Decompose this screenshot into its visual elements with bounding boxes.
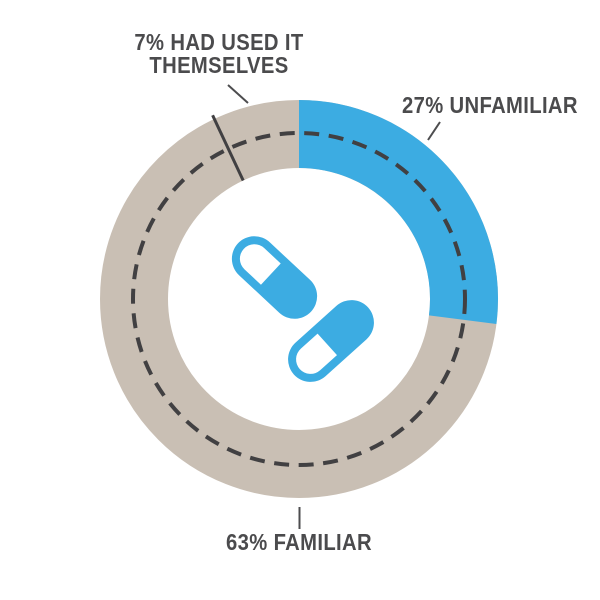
label-had-used-line2: THEMSELVES (149, 52, 289, 78)
leader-line-had-used (227, 84, 249, 104)
label-unfamiliar: 27% UNFAMILIAR (402, 92, 578, 118)
pill-capsule-icon (231, 236, 318, 319)
label-familiar: 63% FAMILIAR (226, 529, 372, 555)
had-used-divider-tick (211, 114, 245, 182)
label-had-used-themselves: 7% HAD USED IT THEMSELVES (122, 31, 316, 77)
inner-dashed-ring (131, 131, 467, 467)
label-had-used-line1: 7% HAD USED IT (134, 29, 304, 55)
leader-line-unfamiliar (427, 121, 441, 141)
pill-capsule-icon (288, 300, 374, 382)
donut-segment-unfamiliar (298, 100, 498, 324)
